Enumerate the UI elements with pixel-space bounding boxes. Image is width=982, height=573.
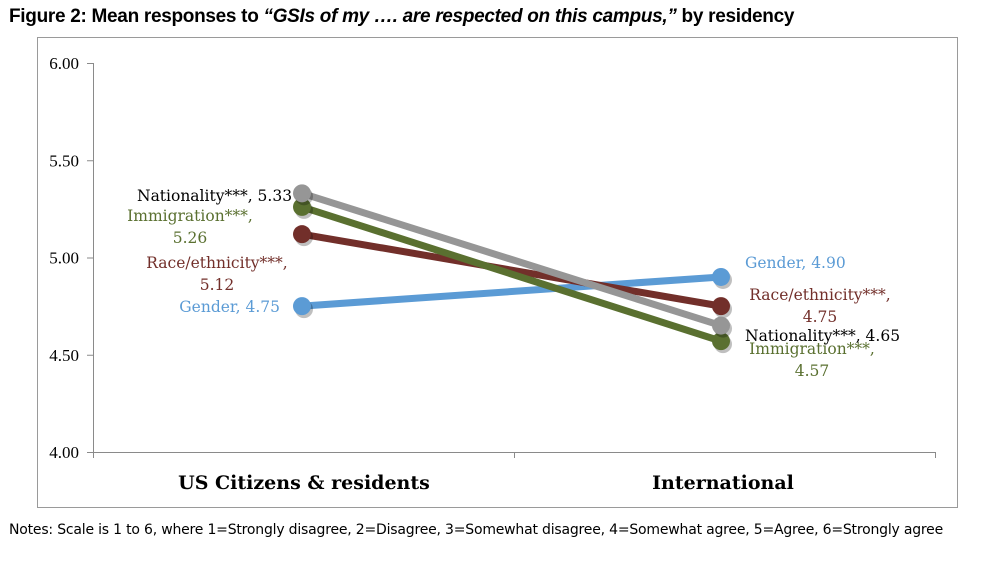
- title-italic: “GSIs of my …. are respected on this cam…: [263, 6, 677, 27]
- data-point: [712, 297, 730, 316]
- data-label: Race/ethnicity***, 5.12: [146, 254, 287, 294]
- notes: Notes: Scale is 1 to 6, where 1=Strongly…: [9, 522, 943, 538]
- data-label-line: Gender, 4.90: [745, 254, 846, 272]
- series-line: [301, 230, 722, 310]
- x-category-label: US Citizens & residents: [178, 472, 430, 494]
- data-point: [293, 184, 311, 203]
- data-label-line: Immigration***,: [749, 340, 875, 358]
- data-label: Race/ethnicity***, 4.75: [749, 286, 890, 326]
- data-point: [293, 225, 311, 244]
- data-label-line: Immigration***,: [127, 207, 253, 225]
- data-label-line: 5.12: [200, 276, 235, 294]
- data-label: Immigration***, 4.57: [749, 340, 875, 380]
- data-label: Immigration***, 5.26: [127, 207, 253, 247]
- series-line: [300, 203, 723, 345]
- data-point: [293, 197, 311, 216]
- data-label-line: 4.75: [803, 308, 838, 326]
- series-raceethnicity: [293, 225, 732, 319]
- data-label-line: Race/ethnicity***,: [146, 254, 287, 272]
- data-label-line: Nationality***, 4.65: [745, 327, 900, 345]
- y-tick-label: 4.50: [49, 346, 79, 365]
- series-line: [301, 273, 722, 310]
- data-label-line: Race/ethnicity***,: [749, 286, 890, 304]
- series-immigration: [293, 197, 732, 354]
- data-label-line: 5.26: [173, 229, 208, 247]
- figure-title: Figure 2: Mean responses to “GSIs of my …: [9, 6, 794, 28]
- data-point: [712, 316, 730, 335]
- y-tick-label: 6.00: [49, 54, 79, 73]
- data-point: [712, 267, 730, 286]
- title-suffix: by residency: [676, 6, 795, 27]
- data-label: Gender, 4.75: [179, 298, 280, 316]
- series-gender: [293, 267, 732, 319]
- data-label: Nationality***, 4.65: [745, 327, 900, 345]
- series-line: [300, 189, 723, 329]
- data-point: [293, 297, 311, 316]
- series-nationality: [293, 184, 732, 338]
- title-prefix: Figure 2: Mean responses to: [9, 6, 264, 27]
- data-label-line: 4.57: [795, 362, 830, 380]
- data-label-line: Gender, 4.75: [179, 298, 280, 316]
- data-label-line: Nationality***, 5.33: [137, 187, 292, 205]
- y-tick-label: 5.00: [49, 249, 79, 268]
- data-label: Nationality***, 5.33: [137, 187, 292, 205]
- y-tick-label: 5.50: [49, 151, 79, 170]
- y-tick-label: 4.00: [49, 443, 79, 462]
- data-point: [712, 332, 730, 351]
- x-category-label: International: [652, 472, 794, 494]
- data-label: Gender, 4.90: [745, 254, 846, 272]
